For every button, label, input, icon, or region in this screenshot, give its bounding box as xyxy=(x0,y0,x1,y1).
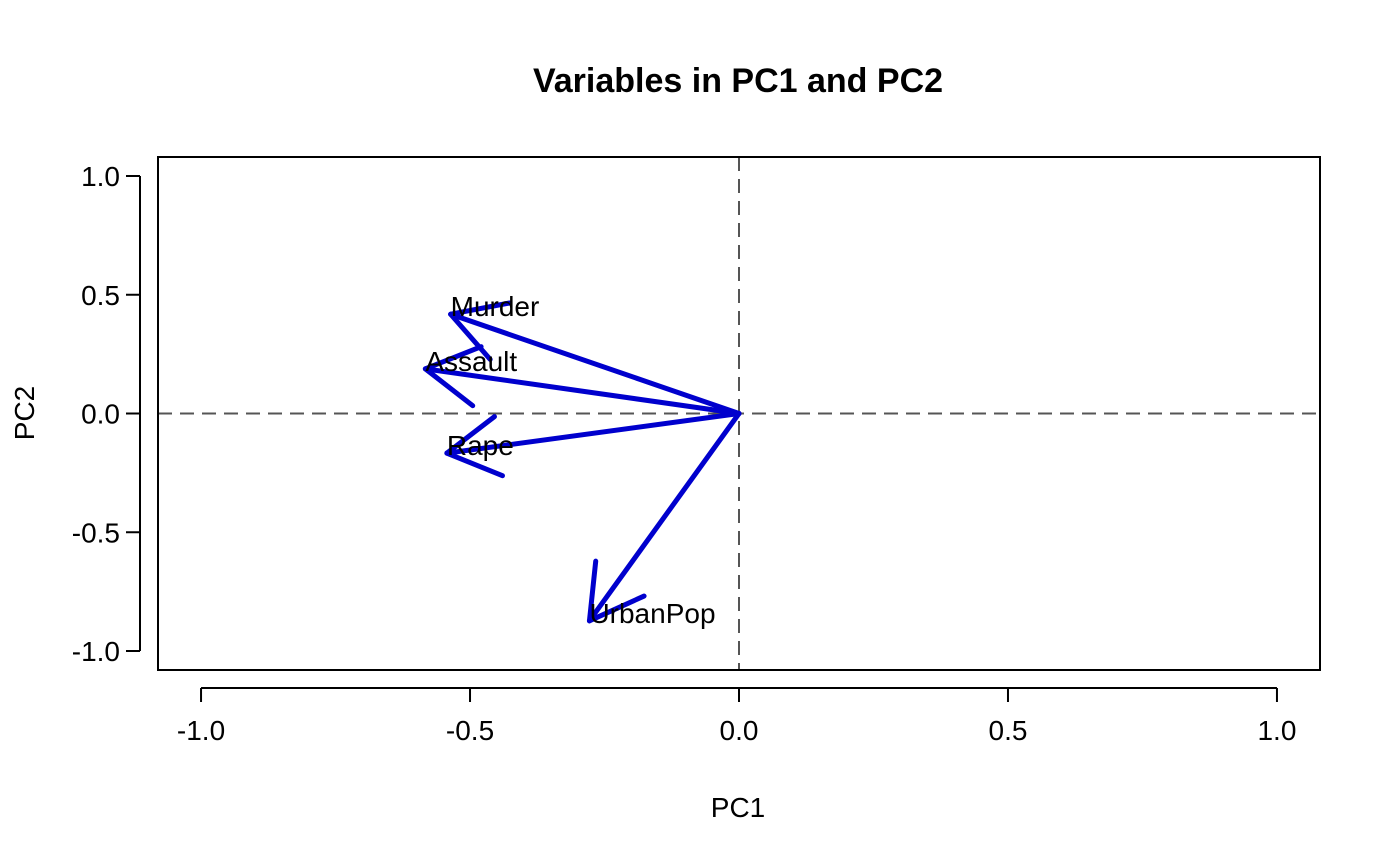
arrow-shaft xyxy=(422,366,742,416)
y-tick-label: -1.0 xyxy=(72,636,120,667)
label-murder: Murder xyxy=(451,291,540,322)
x-axis-label: PC1 xyxy=(711,792,765,823)
arrow-shaft xyxy=(448,311,742,416)
label-urbanpop: UrbanPop xyxy=(589,598,715,629)
x-tick-label: -1.0 xyxy=(177,715,225,746)
x-axis: -1.0 -0.5 0.0 0.5 1.0 xyxy=(177,687,1296,746)
chart-title: Variables in PC1 and PC2 xyxy=(533,62,943,100)
label-rape: Rape xyxy=(447,430,514,461)
arrow-rape xyxy=(444,411,742,479)
label-assault: Assault xyxy=(425,346,517,377)
y-tick-label: 0.5 xyxy=(81,280,120,311)
arrow-head xyxy=(444,450,505,479)
x-tick-label: 0.5 xyxy=(989,715,1028,746)
arrow-assault xyxy=(422,344,742,416)
variable-labels: Murder Assault Rape UrbanPop xyxy=(425,291,715,629)
arrow-head xyxy=(448,300,513,317)
x-tick-label: 1.0 xyxy=(1257,715,1296,746)
arrow-shaft xyxy=(444,411,742,456)
arrow-head xyxy=(586,593,647,624)
y-tick-label: -0.5 xyxy=(72,517,120,548)
arrow-urbanpop xyxy=(586,411,742,624)
y-axis-label: PC2 xyxy=(9,386,40,440)
y-tick-label: 1.0 xyxy=(81,161,120,192)
plot-frame xyxy=(157,156,1321,671)
arrow-shaft xyxy=(586,411,742,624)
arrow-head xyxy=(448,311,493,362)
y-axis: -1.0 -0.5 0.0 0.5 1.0 xyxy=(72,161,141,667)
x-tick-label: 0.0 xyxy=(720,715,759,746)
y-tick-label: 0.0 xyxy=(81,399,120,430)
x-tick-label: -0.5 xyxy=(446,715,494,746)
variable-arrows xyxy=(422,300,742,624)
arrow-head xyxy=(422,344,484,372)
arrow-head xyxy=(586,558,599,624)
arrow-head xyxy=(422,366,476,409)
arrow-head xyxy=(444,414,497,456)
arrow-murder xyxy=(448,300,742,416)
